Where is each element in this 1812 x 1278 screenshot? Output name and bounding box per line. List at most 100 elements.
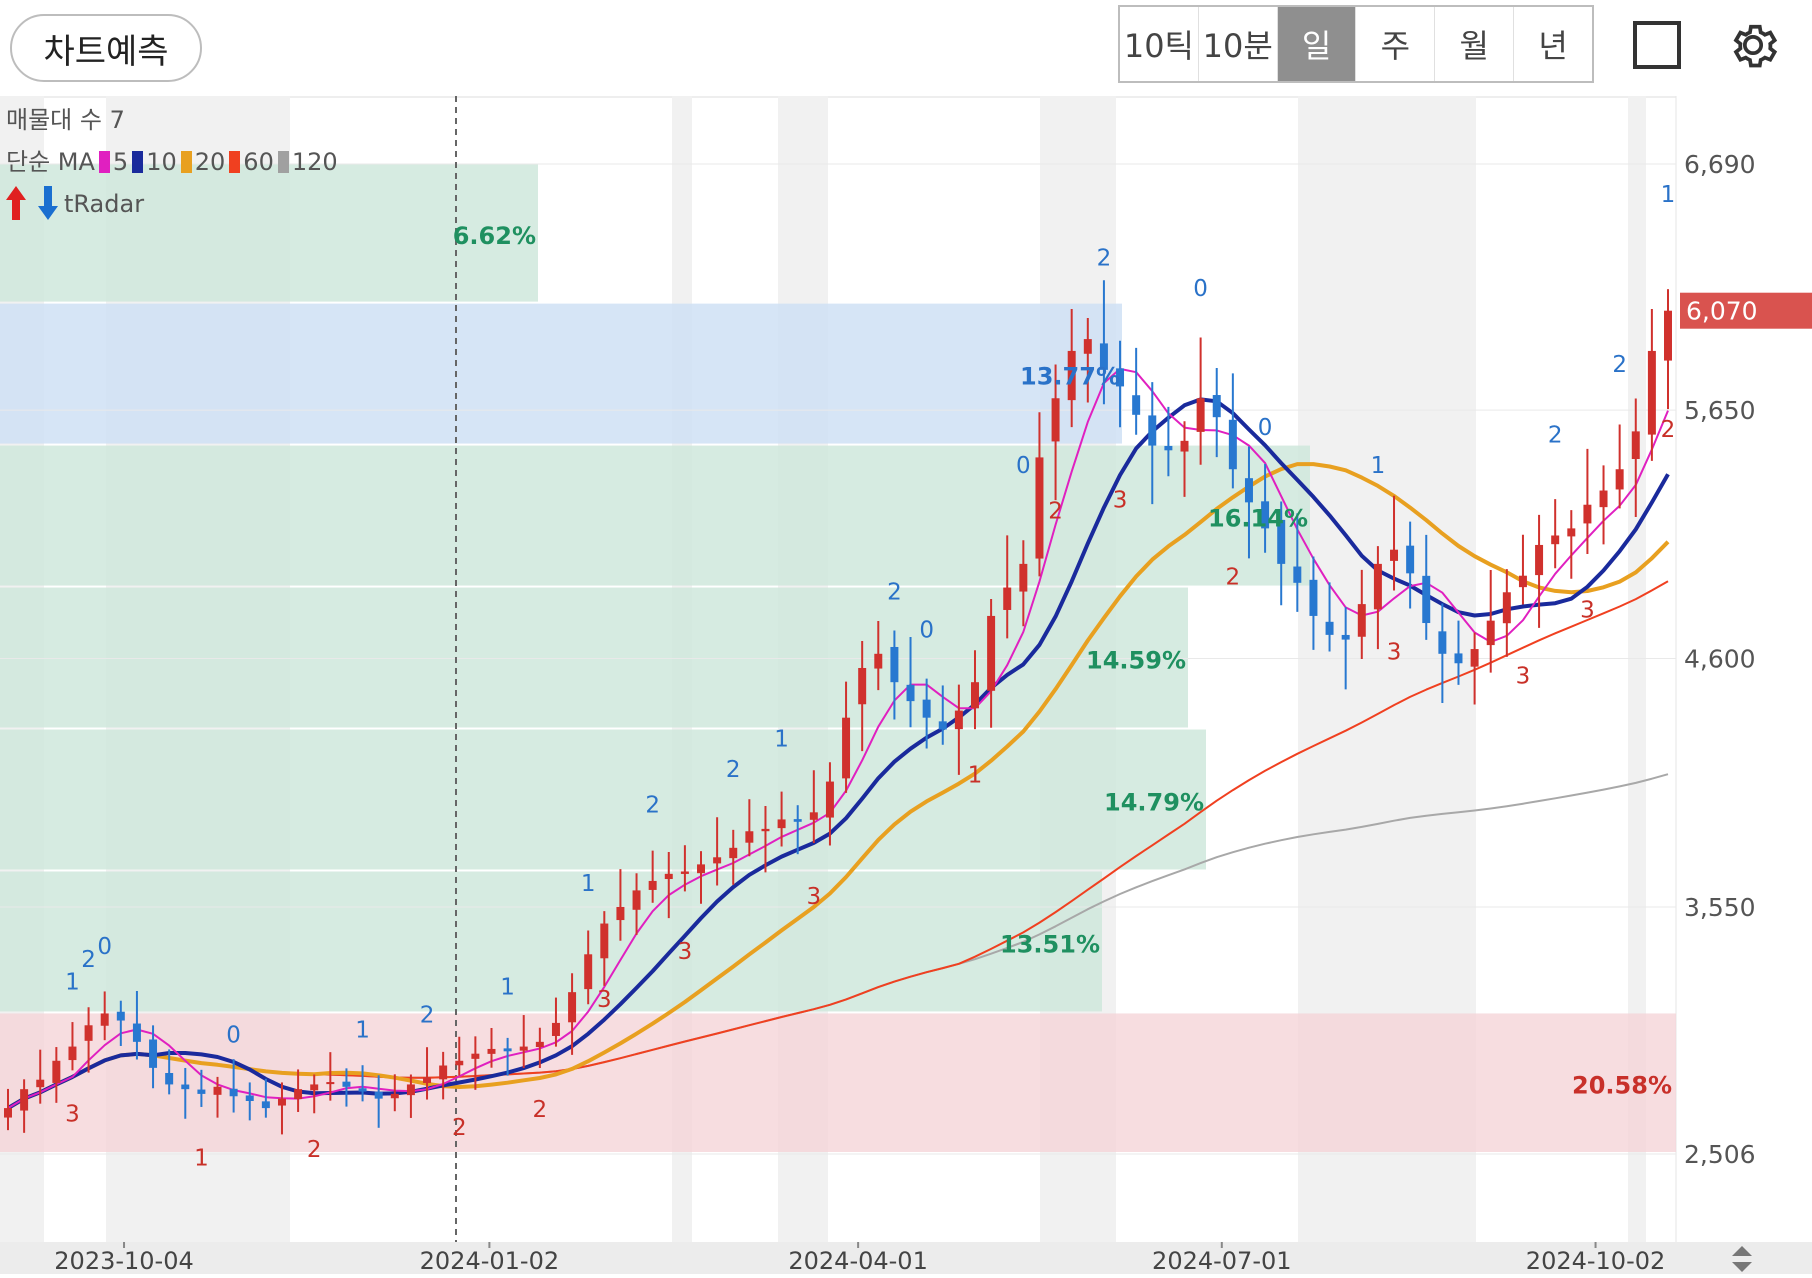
candle-body bbox=[390, 1093, 399, 1099]
ma10-label: 10 bbox=[146, 148, 177, 176]
period-year[interactable]: 년 bbox=[1538, 27, 1568, 65]
gear-icon[interactable] bbox=[1720, 12, 1786, 78]
tradar-marker: 1 bbox=[500, 975, 515, 1001]
candle-body bbox=[1551, 535, 1560, 545]
tradar-marker: 2 bbox=[533, 1097, 548, 1123]
candle-body bbox=[229, 1088, 238, 1097]
candle-body bbox=[729, 847, 738, 859]
candle-body bbox=[793, 819, 802, 822]
ma60-swatch bbox=[229, 151, 241, 173]
volume-profile-pct: 13.51% bbox=[1000, 930, 1100, 958]
candle bbox=[1341, 607, 1350, 690]
price-chart[interactable]: 6,690 5,650 4,600 3,550 2,506 1 2 0 3 1 0 2 1 2 2 1 2 1 3 2… bbox=[0, 96, 1812, 1275]
candle bbox=[390, 1074, 399, 1112]
candle bbox=[197, 1069, 206, 1107]
candle bbox=[970, 650, 979, 730]
tradar-marker: 0 bbox=[1193, 276, 1208, 302]
candle-body bbox=[1083, 339, 1092, 354]
candle-body bbox=[680, 871, 689, 874]
tradar-marker: 3 bbox=[678, 939, 693, 965]
candle bbox=[1406, 521, 1415, 609]
candle bbox=[616, 869, 625, 941]
candle-body bbox=[1325, 621, 1334, 635]
candle bbox=[680, 845, 689, 892]
candle bbox=[1196, 337, 1205, 465]
candle-body bbox=[825, 781, 834, 818]
candle bbox=[568, 973, 577, 1055]
candle bbox=[423, 1047, 432, 1100]
volume-profile-pct: 20.58% bbox=[1572, 1072, 1672, 1100]
period-week[interactable]: 주 bbox=[1356, 7, 1436, 81]
candle-body bbox=[1470, 649, 1479, 667]
candle-body bbox=[261, 1101, 270, 1109]
candle bbox=[149, 1025, 158, 1089]
candle bbox=[632, 873, 641, 935]
candle bbox=[1067, 309, 1076, 428]
volume-profile-band bbox=[0, 729, 1206, 870]
chart-predict-button[interactable]: 차트예측 bbox=[10, 14, 202, 82]
volume-profile-pct: 6.62% bbox=[453, 222, 536, 250]
volume-profile-pct: 13.77% bbox=[1020, 363, 1120, 391]
candle bbox=[1583, 448, 1592, 555]
candle bbox=[471, 1036, 480, 1090]
period-month[interactable]: 월 bbox=[1435, 7, 1515, 81]
candle-body bbox=[132, 1023, 141, 1042]
candle-body bbox=[181, 1084, 190, 1090]
candle-body bbox=[358, 1088, 367, 1092]
candle-body bbox=[1373, 563, 1382, 610]
candle bbox=[1486, 569, 1495, 673]
candle-body bbox=[1357, 604, 1366, 637]
candle bbox=[793, 805, 802, 855]
candle-body bbox=[906, 684, 915, 702]
candle bbox=[1325, 582, 1334, 652]
resize-handle-icon bbox=[1732, 1246, 1752, 1272]
candle-body bbox=[471, 1053, 480, 1059]
x-axis-bar bbox=[0, 1242, 1812, 1274]
candle bbox=[1567, 510, 1576, 579]
tradar-marker: 0 bbox=[97, 934, 112, 960]
candle bbox=[842, 681, 851, 793]
tradar-label: tRadar bbox=[64, 190, 145, 218]
candle-body bbox=[245, 1095, 254, 1101]
x-tick-label: 2023-10-04 bbox=[54, 1247, 193, 1274]
candle-body bbox=[116, 1011, 125, 1021]
tradar-marker: 0 bbox=[1258, 415, 1273, 441]
fullscreen-icon[interactable] bbox=[1624, 12, 1690, 78]
candle-body bbox=[1390, 549, 1399, 561]
candle-body bbox=[423, 1077, 432, 1083]
candle-body bbox=[842, 717, 851, 779]
candle bbox=[1390, 495, 1399, 591]
y-axis-panel bbox=[1676, 96, 1812, 1274]
tradar-marker: 2 bbox=[452, 1115, 467, 1141]
tradar-marker: 3 bbox=[597, 987, 612, 1013]
period-day[interactable]: 일 bbox=[1277, 7, 1357, 81]
period-10tick[interactable]: 10틱 bbox=[1120, 7, 1199, 81]
candle bbox=[68, 1022, 77, 1071]
ma20-swatch bbox=[180, 151, 192, 173]
candle bbox=[584, 930, 593, 1005]
candle-body bbox=[1583, 504, 1592, 524]
candle-body bbox=[664, 873, 673, 880]
candle-body bbox=[1003, 587, 1012, 610]
ma5-swatch bbox=[98, 151, 110, 173]
candle bbox=[1244, 446, 1253, 559]
candle-body bbox=[1454, 653, 1463, 664]
up-down-arrows-icon bbox=[6, 186, 58, 220]
candle-body bbox=[1615, 469, 1624, 490]
candle bbox=[310, 1074, 319, 1114]
tradar-marker: 0 bbox=[919, 618, 934, 644]
period-10min[interactable]: 10분 bbox=[1199, 7, 1278, 81]
candle bbox=[729, 829, 738, 885]
candle bbox=[36, 1049, 45, 1104]
candle-body bbox=[584, 954, 593, 990]
candle bbox=[374, 1075, 383, 1128]
candle bbox=[1099, 280, 1108, 405]
candle bbox=[358, 1065, 367, 1102]
candle bbox=[1615, 424, 1624, 509]
candle bbox=[1051, 364, 1060, 501]
candle bbox=[1422, 534, 1431, 640]
y-tick-label: 6,690 bbox=[1684, 150, 1756, 179]
candle-body bbox=[938, 721, 947, 730]
candle-body bbox=[1019, 563, 1028, 592]
x-tick-label: 2024-01-02 bbox=[420, 1247, 559, 1274]
